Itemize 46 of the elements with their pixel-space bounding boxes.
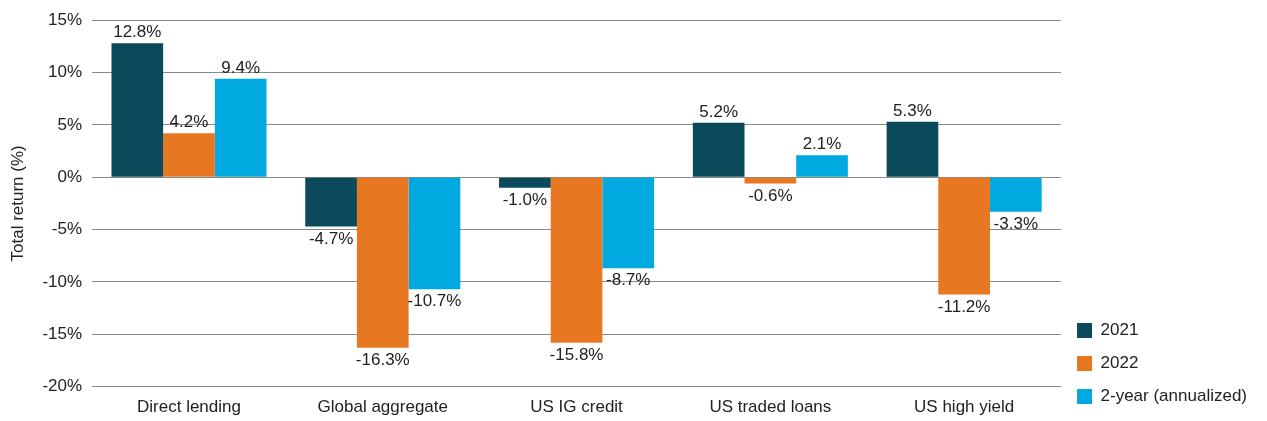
data-label: -16.3% (355, 350, 410, 370)
bar (356, 177, 409, 348)
data-label: 5.3% (893, 100, 932, 120)
x-tick-label: US high yield (914, 397, 1015, 417)
data-label: 9.4% (221, 58, 261, 78)
bar (602, 177, 655, 269)
y-tick-label: -10% (42, 271, 83, 291)
bar (744, 177, 797, 184)
bar (408, 177, 461, 290)
x-tick-label: US traded loans (709, 397, 832, 417)
data-label: 12.8% (113, 22, 162, 42)
x-tick-label: Direct lending (137, 397, 241, 417)
bar (886, 121, 939, 177)
y-tick-label: 5% (57, 114, 83, 134)
y-tick-label: 10% (48, 62, 83, 82)
y-tick-label: 15% (48, 9, 83, 29)
bar (499, 177, 551, 188)
y-tick-label: 0% (57, 166, 83, 186)
data-label: -15.8% (549, 344, 604, 364)
y-tick-label: -20% (42, 376, 83, 396)
data-label: 2.1% (802, 134, 842, 154)
bar (305, 177, 357, 227)
bar (550, 177, 603, 343)
x-tick-label: Global aggregate (317, 397, 448, 417)
data-label: 5.2% (699, 101, 739, 121)
data-label: 4.2% (169, 112, 209, 132)
y-tick-label: -5% (51, 219, 83, 239)
y-tick-label: -15% (42, 323, 83, 343)
y-axis-title: Total return (%) (7, 145, 27, 262)
bar (692, 122, 745, 177)
data-label: -0.6% (748, 185, 793, 205)
x-tick-label: US IG credit (530, 397, 624, 417)
legend-label: 2022 (1100, 353, 1139, 373)
legend-label: 2-year (annualized) (1100, 386, 1247, 406)
data-label: -4.7% (308, 228, 354, 248)
data-label: -1.0% (502, 189, 548, 209)
bar (796, 155, 848, 177)
bar (163, 133, 215, 177)
data-label: -11.2% (937, 296, 991, 316)
legend-label: 2021 (1100, 320, 1139, 340)
bar (938, 177, 990, 295)
bar (214, 78, 267, 177)
data-label: -3.3% (993, 213, 1039, 233)
data-label: -8.7% (606, 270, 651, 290)
bar (111, 43, 164, 177)
bar (989, 177, 1042, 212)
